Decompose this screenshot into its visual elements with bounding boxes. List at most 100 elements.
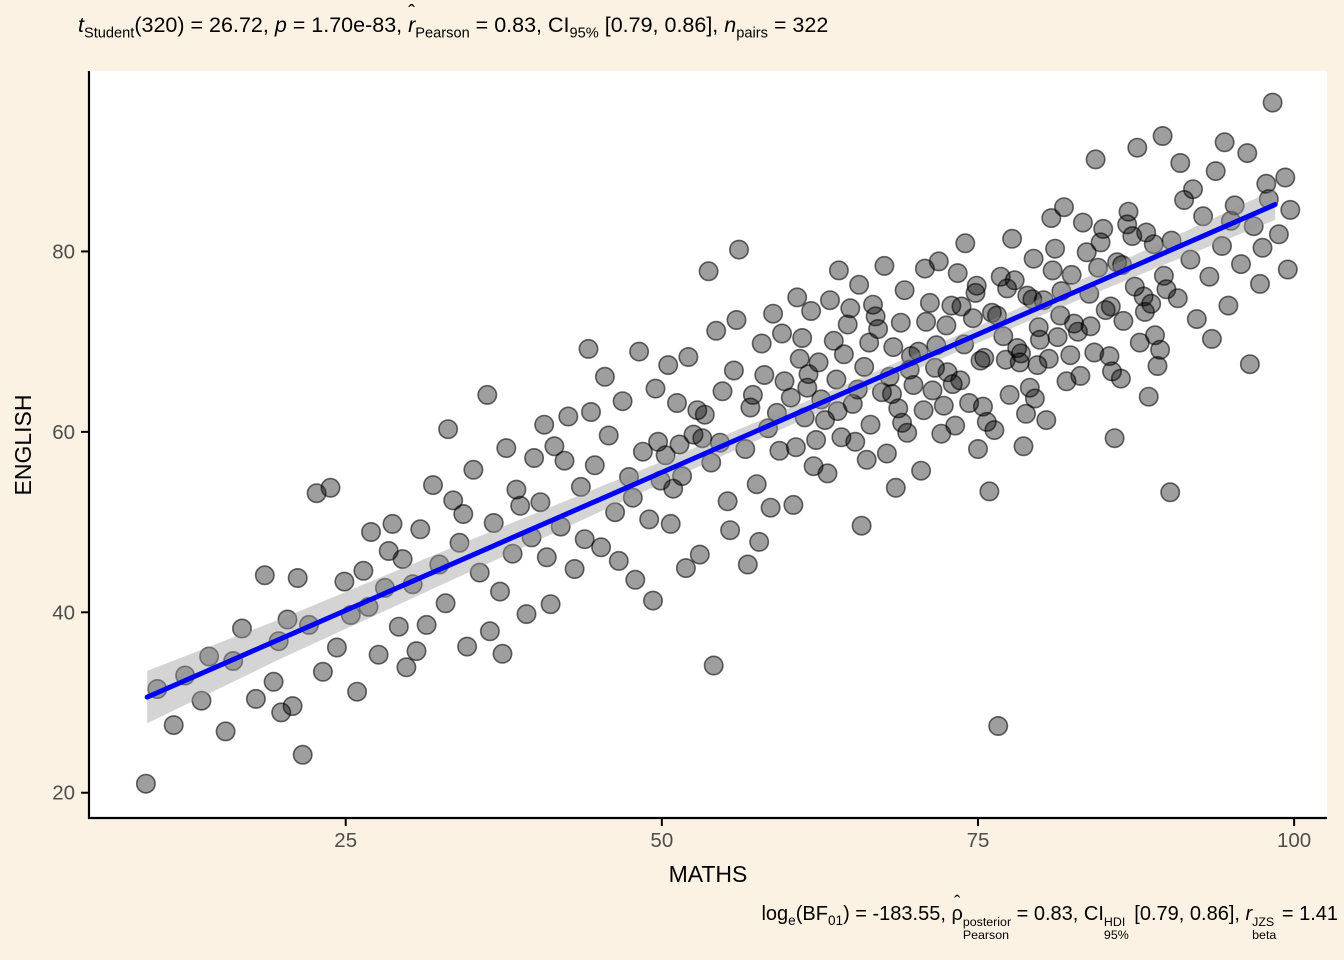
hat-accent: ˆ: [408, 2, 416, 25]
text-segment: (BF: [795, 903, 828, 925]
data-point: [594, 366, 615, 387]
data-point: [675, 558, 696, 579]
data-point: [320, 477, 341, 498]
data-point: [506, 479, 527, 500]
data-point: [605, 502, 626, 523]
data-point: [669, 434, 690, 455]
data-point: [717, 491, 738, 512]
data-point: [955, 233, 976, 254]
data-point: [919, 292, 940, 313]
data-point: [449, 532, 470, 553]
data-point: [1004, 270, 1025, 291]
data-point: [1138, 386, 1159, 407]
data-point: [1024, 388, 1045, 409]
subscript: Student: [83, 25, 135, 42]
data-point: [840, 298, 861, 319]
data-point: [760, 497, 781, 518]
data-point: [1205, 161, 1226, 182]
data-point: [817, 463, 838, 484]
data-point: [845, 431, 866, 452]
data-point: [1180, 249, 1201, 270]
data-point: [997, 278, 1018, 299]
data-point: [945, 415, 966, 436]
confidence-band: [147, 189, 1276, 724]
data-point: [1013, 436, 1034, 457]
data-point: [933, 395, 954, 416]
x-tick-label: 100: [1277, 829, 1311, 852]
text-segment: n: [724, 13, 737, 37]
data-point: [598, 425, 619, 446]
data-point: [1170, 153, 1191, 174]
data-point: [1133, 286, 1154, 307]
data-point: [876, 443, 897, 464]
data-point: [1262, 92, 1283, 113]
data-point: [672, 466, 693, 487]
data-point: [999, 384, 1020, 405]
data-point: [438, 419, 459, 440]
data-point: [1060, 345, 1081, 366]
text-segment: r: [1245, 903, 1253, 925]
data-point: [892, 412, 913, 433]
data-point: [924, 357, 945, 378]
data-point: [360, 521, 381, 542]
data-point: [1127, 137, 1148, 158]
data-point: [1212, 236, 1233, 257]
data-point: [720, 520, 741, 541]
x-tick-label: 75: [967, 829, 990, 852]
data-point: [972, 396, 993, 417]
data-point: [578, 338, 599, 359]
data-point: [483, 512, 504, 533]
data-point: [312, 661, 333, 682]
data-point: [1256, 173, 1277, 194]
data-point: [936, 315, 957, 336]
data-point: [469, 562, 490, 583]
data-point: [808, 352, 829, 373]
data-point: [801, 300, 822, 321]
data-point: [530, 492, 551, 513]
data-point: [783, 494, 804, 515]
data-point: [479, 621, 500, 642]
data-point: [712, 381, 733, 402]
data-point: [292, 744, 313, 765]
data-point: [353, 560, 374, 581]
text-segment: = 322: [767, 13, 829, 37]
data-point: [890, 312, 911, 333]
data-point: [865, 306, 886, 327]
data-point: [787, 287, 808, 308]
data-point: [874, 255, 895, 276]
data-point: [988, 715, 1009, 736]
data-point: [1141, 293, 1162, 314]
data-point: [629, 341, 650, 362]
data-point: [639, 509, 660, 530]
data-point: [868, 318, 889, 339]
data-point: [1054, 197, 1075, 218]
data-point: [703, 655, 724, 676]
scatter-points: [135, 92, 1301, 794]
data-point: [215, 721, 236, 742]
data-point: [1061, 264, 1082, 285]
subscript: 01: [827, 913, 844, 928]
data-point: [1136, 222, 1157, 243]
y-axis-ticks: 20 40 60 80: [52, 240, 88, 805]
data-point: [965, 282, 986, 303]
x-tick-label: 50: [650, 829, 673, 852]
data-point: [326, 637, 347, 658]
data-point: [678, 346, 699, 367]
data-point: [489, 581, 510, 602]
data-point: [263, 671, 284, 692]
data-point: [1199, 266, 1220, 287]
data-point: [510, 495, 531, 516]
data-point: [608, 550, 629, 571]
y-tick-label: 80: [52, 240, 75, 263]
data-point: [689, 544, 710, 565]
text-segment: ) = -183.55,: [843, 903, 952, 925]
data-point: [974, 347, 995, 368]
data-point: [1152, 126, 1173, 147]
data-point: [746, 474, 767, 495]
text-segment: = 1.41: [1276, 903, 1338, 925]
data-point: [254, 565, 275, 586]
data-point: [1036, 410, 1057, 431]
